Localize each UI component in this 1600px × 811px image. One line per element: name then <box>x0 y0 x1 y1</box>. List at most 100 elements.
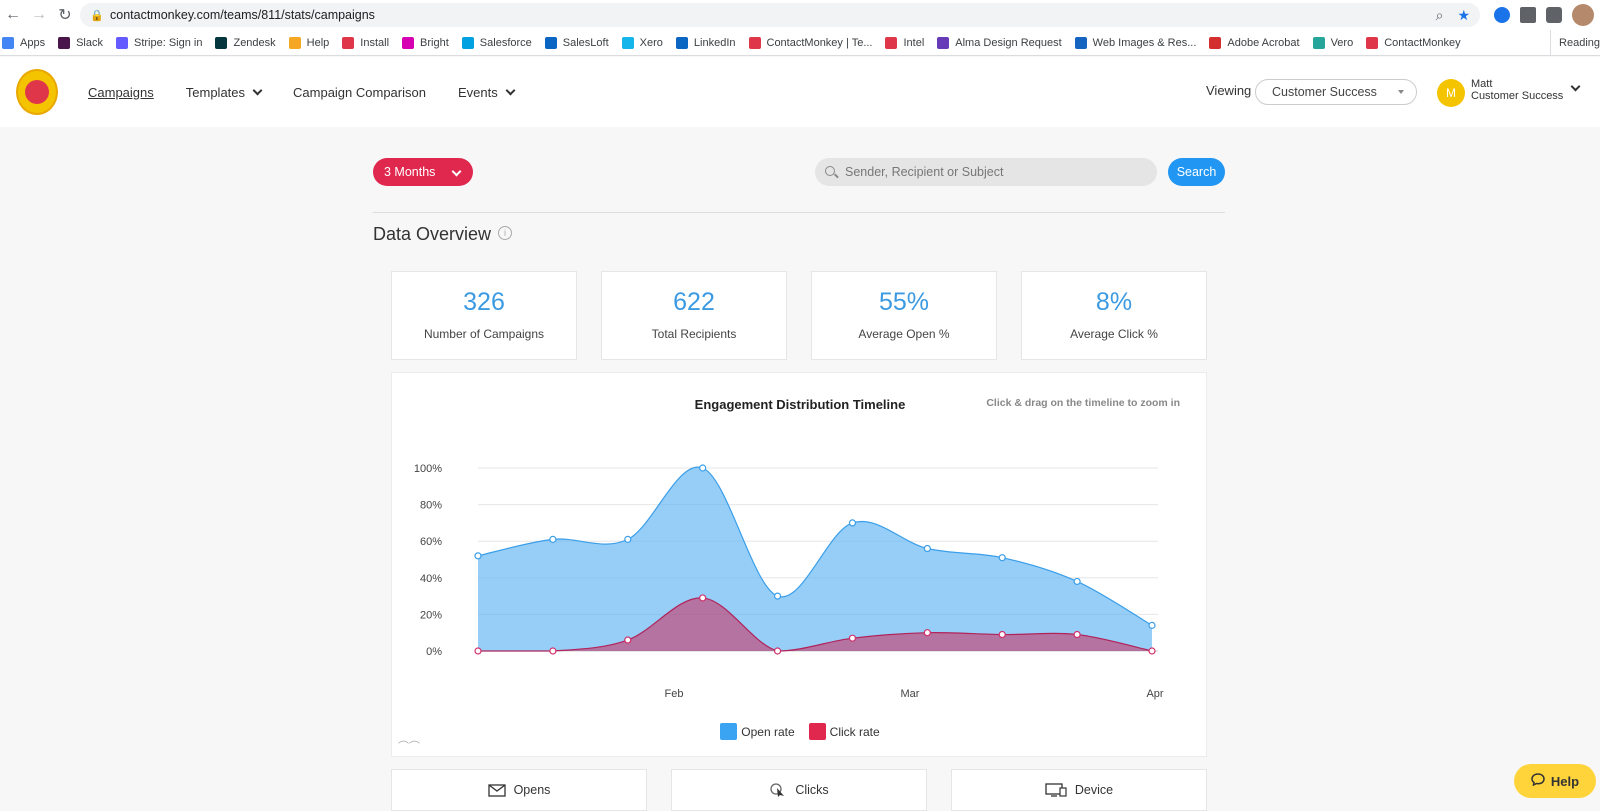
bookmark-item[interactable]: ContactMonkey | Te... <box>748 36 872 49</box>
reload-icon[interactable]: ↻ <box>58 7 72 24</box>
zoom-icon[interactable]: ⌕ <box>1435 6 1444 23</box>
data-point[interactable] <box>1148 647 1156 655</box>
bookmark-item[interactable]: Adobe Acrobat <box>1209 36 1300 49</box>
bookmark-favicon-icon <box>1209 36 1222 49</box>
reading-list-button[interactable]: Reading <box>1550 30 1600 56</box>
nav-templates[interactable]: Templates <box>186 85 263 100</box>
search-button[interactable]: Search <box>1168 158 1225 186</box>
bookmark-favicon-icon <box>1312 36 1325 49</box>
data-point[interactable] <box>699 594 707 602</box>
tab-clicks[interactable]: Clicks <box>671 769 927 811</box>
bookmark-label: Stripe: Sign in <box>133 36 203 49</box>
bookmark-item[interactable]: Web Images & Res... <box>1074 36 1196 49</box>
nav-events[interactable]: Events <box>458 85 516 100</box>
navigator-icon[interactable]: ⌒⌒ <box>398 741 420 753</box>
bookmark-item[interactable]: Bright <box>402 36 449 49</box>
url-text: contactmonkey.com/teams/811/stats/campai… <box>110 8 375 22</box>
bookmark-star-icon[interactable]: ★ <box>1457 6 1470 23</box>
data-point[interactable] <box>773 592 782 600</box>
data-point[interactable] <box>474 647 482 655</box>
address-bar[interactable]: 🔒 contactmonkey.com/teams/811/stats/camp… <box>80 3 1480 27</box>
user-avatar[interactable]: M <box>1437 79 1465 107</box>
engagement-chart[interactable]: 0% 20% 40% 60% 80% 100% Feb Mar Apr <box>392 373 1208 758</box>
bookmark-item[interactable]: LinkedIn <box>675 36 736 49</box>
y-tick-label: 60% <box>420 536 442 548</box>
bookmark-label: Intel <box>903 36 925 49</box>
nav-campaign-comparison[interactable]: Campaign Comparison <box>293 84 426 100</box>
user-menu[interactable]: Matt Customer Success <box>1471 78 1563 102</box>
section-title: Data Overview <box>373 224 492 244</box>
bookmark-favicon-icon <box>675 36 688 49</box>
data-point[interactable] <box>549 647 557 655</box>
forward-icon[interactable]: → <box>31 6 47 23</box>
main-navigation: Campaigns Templates Campaign Comparison … <box>88 57 546 127</box>
viewing-select-value: Customer Success <box>1272 85 1377 99</box>
tab-device[interactable]: Device <box>951 769 1207 811</box>
series-line-click-rate <box>478 597 1153 652</box>
bookmark-favicon-icon <box>621 36 634 49</box>
puzzle-icon[interactable] <box>1546 7 1562 23</box>
data-point[interactable] <box>923 629 931 637</box>
bookmark-item[interactable]: Slack <box>58 36 103 49</box>
data-point[interactable] <box>624 636 632 644</box>
bookmark-item[interactable]: Vero <box>1312 36 1353 49</box>
bookmark-item[interactable]: SalesLoft <box>544 36 609 49</box>
data-point[interactable] <box>848 519 857 527</box>
bookmark-item[interactable]: ContactMonkey <box>1366 36 1461 49</box>
data-point[interactable] <box>474 552 482 560</box>
x-tick-label: Feb <box>665 688 684 700</box>
bookmark-item[interactable]: Xero <box>621 36 663 49</box>
bookmark-item[interactable]: Install <box>342 36 389 49</box>
profile-avatar[interactable] <box>1572 4 1594 26</box>
series-area-click-rate <box>478 597 1152 651</box>
help-button[interactable]: Help <box>1514 764 1596 798</box>
y-tick-label: 80% <box>420 500 442 512</box>
data-point[interactable] <box>549 535 557 543</box>
search-input[interactable] <box>815 158 1157 186</box>
data-point[interactable] <box>624 535 632 543</box>
stat-value: 8% <box>1095 288 1133 316</box>
bookmark-item[interactable]: Apps <box>2 36 46 49</box>
caret-down-icon <box>1398 90 1404 94</box>
bookmark-label: SalesLoft <box>562 36 609 49</box>
bookmark-item[interactable]: Alma Design Request <box>937 36 1062 49</box>
viewing-label: Viewing <box>1206 83 1252 98</box>
bookmark-item[interactable]: Zendesk <box>215 36 276 49</box>
data-point[interactable] <box>699 464 707 472</box>
data-point[interactable] <box>1148 621 1156 629</box>
viewing-select[interactable]: Customer Success <box>1255 79 1417 105</box>
legend-open-rate[interactable]: Open rate <box>720 723 795 740</box>
bookmark-label: Apps <box>20 36 46 49</box>
user-menu-chevron-icon[interactable] <box>1570 81 1581 92</box>
stat-card-click-rate: 8% Average Click % <box>1021 271 1207 360</box>
stat-value: 55% <box>878 288 930 316</box>
data-point[interactable] <box>1073 630 1081 639</box>
back-icon[interactable]: ← <box>5 6 21 23</box>
chart-zoom-hint: Click & drag on the timeline to zoom in <box>986 397 1180 409</box>
help-label: Help <box>1550 773 1580 789</box>
contactmonkey-logo[interactable] <box>16 69 58 115</box>
chart-legend: Open rate Click rate <box>392 723 1208 740</box>
chart-title: Engagement Distribution Timeline <box>694 397 906 412</box>
period-dropdown[interactable]: 3 Months <box>373 158 473 186</box>
bookmark-item[interactable]: Intel <box>885 36 925 49</box>
bookmark-item[interactable]: Stripe: Sign in <box>115 36 203 49</box>
data-point[interactable] <box>773 647 782 655</box>
x-tick-label: Apr <box>1146 688 1163 700</box>
data-point[interactable] <box>998 554 1006 562</box>
lock-icon: 🔒 <box>90 10 104 22</box>
tab-opens[interactable]: Opens <box>391 769 647 811</box>
data-point[interactable] <box>1073 577 1081 586</box>
data-point[interactable] <box>848 634 857 642</box>
info-icon[interactable]: i <box>498 226 512 240</box>
bookmark-item[interactable]: Help <box>288 36 329 49</box>
data-point[interactable] <box>998 630 1006 639</box>
salesloft-extension-icon[interactable] <box>1494 7 1510 23</box>
data-point[interactable] <box>923 544 931 553</box>
bookmark-favicon-icon <box>215 36 228 49</box>
legend-click-rate[interactable]: Click rate <box>808 723 880 740</box>
tools-extension-icon[interactable] <box>1520 7 1536 23</box>
engagement-chart-card[interactable]: 0% 20% 40% 60% 80% 100% Feb Mar Apr Engagement D… <box>391 372 1207 757</box>
bookmark-item[interactable]: Salesforce <box>461 36 532 49</box>
nav-campaigns[interactable]: Campaigns <box>88 84 154 100</box>
